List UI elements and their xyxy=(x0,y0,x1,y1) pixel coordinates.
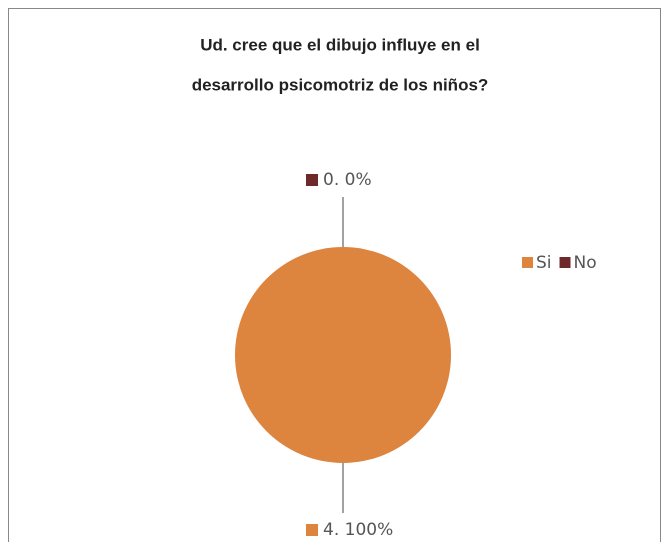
label-marker xyxy=(306,174,318,186)
data-label: 0. 0% xyxy=(323,170,372,190)
pie-slice xyxy=(235,247,451,463)
legend-marker xyxy=(522,257,533,268)
legend-label: No xyxy=(574,253,597,273)
label-marker xyxy=(306,524,318,536)
chart-title: desarrollo psicomotriz de los niños? xyxy=(192,75,489,94)
data-label: 4. 100% xyxy=(323,520,393,540)
chart-title: Ud. cree que el dibujo influye en el xyxy=(200,35,480,54)
legend-label: Si xyxy=(536,253,552,273)
legend-marker xyxy=(559,257,571,268)
